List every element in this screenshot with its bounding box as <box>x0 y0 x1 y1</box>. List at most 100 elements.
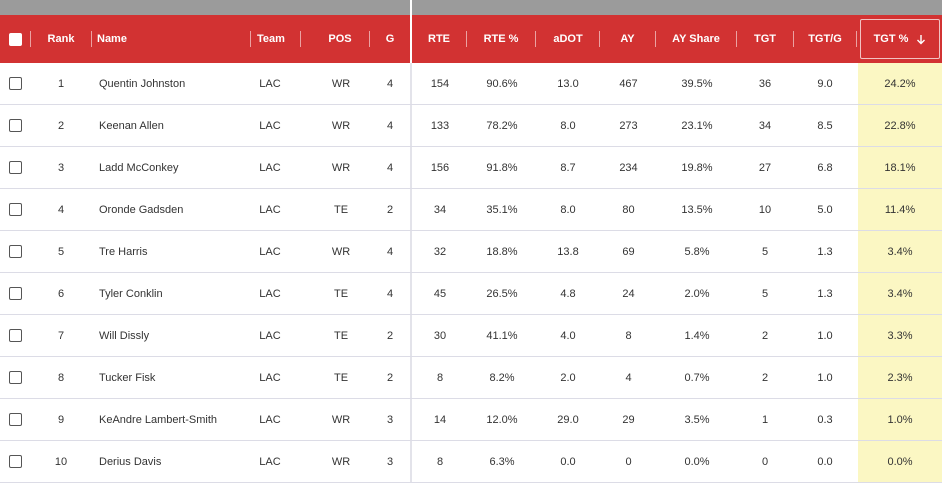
row-checkbox[interactable] <box>8 203 22 216</box>
row-checkbox[interactable] <box>8 413 22 426</box>
cell-team: LAC <box>259 413 281 426</box>
cell-g: 4 <box>386 245 394 258</box>
stats-table: Rank Name Team POS G RTE RTE % aDOT AY A… <box>0 15 942 483</box>
row-checkbox[interactable] <box>8 119 22 132</box>
cell-tgt-pct: 0.0% <box>858 441 942 482</box>
cell-pos: TE <box>333 203 349 216</box>
header-tgt-pct[interactable]: TGT % <box>860 19 940 59</box>
cell-rte: 34 <box>433 203 447 216</box>
cell-rte: 45 <box>433 287 447 300</box>
cell-name[interactable]: Ladd McConkey <box>99 161 179 174</box>
row-select-cell[interactable] <box>0 189 30 230</box>
row-checkbox[interactable] <box>8 287 22 300</box>
cell-ay-share: 3.5% <box>684 413 710 426</box>
header-team[interactable]: Team <box>257 33 285 45</box>
cell-name[interactable]: Tucker Fisk <box>99 371 156 384</box>
row-select-cell[interactable] <box>0 357 30 398</box>
cell-rte-pct: 78.2% <box>486 119 518 132</box>
cell-name[interactable]: Tre Harris <box>99 245 148 258</box>
cell-ay: 0 <box>625 455 632 468</box>
cell-adot: 0.0 <box>560 455 576 468</box>
cell-name[interactable]: Tyler Conklin <box>99 287 163 300</box>
table-row[interactable]: 1 Quentin Johnston LAC WR 4 154 90.6% 13.0 467 39… <box>0 63 942 105</box>
header-rte[interactable]: RTE <box>428 33 450 45</box>
select-all-checkbox[interactable] <box>8 32 22 46</box>
cell-pos: WR <box>331 77 351 90</box>
row-select-cell[interactable] <box>0 273 30 314</box>
row-checkbox[interactable] <box>8 77 22 90</box>
arrow-down-icon <box>916 34 926 45</box>
cell-g: 4 <box>386 161 394 174</box>
row-select-cell[interactable] <box>0 105 30 146</box>
cell-ay-share: 5.8% <box>684 245 710 258</box>
cell-ay: 24 <box>622 287 635 300</box>
row-select-cell[interactable] <box>0 147 30 188</box>
cell-pos: WR <box>331 455 351 468</box>
cell-rank: 2 <box>57 119 65 132</box>
cell-name[interactable]: Quentin Johnston <box>99 77 186 90</box>
cell-g: 4 <box>386 119 394 132</box>
row-select-cell[interactable] <box>0 399 30 440</box>
cell-tgt-g: 5.0 <box>817 203 833 216</box>
cell-name[interactable]: Keenan Allen <box>99 119 164 132</box>
cell-rank: 10 <box>54 455 68 468</box>
cell-tgt-pct: 18.1% <box>858 147 942 188</box>
row-checkbox[interactable] <box>8 245 22 258</box>
row-checkbox[interactable] <box>8 455 22 468</box>
row-checkbox[interactable] <box>8 371 22 384</box>
cell-ay: 80 <box>622 203 635 216</box>
row-select-cell[interactable] <box>0 441 30 482</box>
cell-tgt-g: 1.0 <box>817 329 833 342</box>
cell-pos: WR <box>331 161 351 174</box>
header-tgt-g[interactable]: TGT/G <box>808 33 842 45</box>
table-row[interactable]: 6 Tyler Conklin LAC TE 4 45 26.5% 4.8 24 2.0% 5 1.3… <box>0 273 942 315</box>
cell-adot: 8.0 <box>560 203 576 216</box>
cell-tgt: 1 <box>761 413 769 426</box>
header-adot[interactable]: aDOT <box>553 33 583 45</box>
cell-adot: 13.8 <box>557 245 579 258</box>
table-row[interactable]: 8 Tucker Fisk LAC TE 2 8 8.2% 2.0 4 0.7% 2 1.0 2.3% <box>0 357 942 399</box>
cell-name[interactable]: Derius Davis <box>99 455 162 468</box>
cell-tgt-g: 8.5 <box>817 119 833 132</box>
row-select-cell[interactable] <box>0 63 30 104</box>
row-checkbox[interactable] <box>8 161 22 174</box>
cell-name[interactable]: KeAndre Lambert-Smith <box>99 413 217 426</box>
table-row[interactable]: 5 Tre Harris LAC WR 4 32 18.8% 13.8 69 5.8% 5 1.3 3.… <box>0 231 942 273</box>
table-row[interactable]: 4 Oronde Gadsden LAC TE 2 34 35.1% 8.0 80 13.5% 10… <box>0 189 942 231</box>
header-ay-share[interactable]: AY Share <box>672 33 720 45</box>
header-rte-pct[interactable]: RTE % <box>483 33 519 45</box>
cell-team: LAC <box>259 119 281 132</box>
row-select-cell[interactable] <box>0 315 30 356</box>
cell-name[interactable]: Oronde Gadsden <box>99 203 184 216</box>
cell-adot: 29.0 <box>557 413 579 426</box>
table-row[interactable]: 9 KeAndre Lambert-Smith LAC WR 3 14 12.0% 29.0 2… <box>0 399 942 441</box>
cell-ay: 467 <box>619 77 638 90</box>
cell-tgt-g: 6.8 <box>817 161 833 174</box>
header-rank[interactable]: Rank <box>47 33 75 45</box>
row-select-cell[interactable] <box>0 231 30 272</box>
cell-ay: 234 <box>619 161 638 174</box>
cell-pos: TE <box>333 371 349 384</box>
cell-name[interactable]: Will Dissly <box>99 329 150 342</box>
cell-adot: 4.0 <box>560 329 576 342</box>
cell-adot: 8.7 <box>560 161 576 174</box>
table-row[interactable]: 10 Derius Davis LAC WR 3 8 6.3% 0.0 0 0.0% 0 0.0 0.0… <box>0 441 942 483</box>
cell-tgt-pct: 1.0% <box>858 399 942 440</box>
cell-team: LAC <box>259 455 281 468</box>
select-all-cell[interactable] <box>0 15 30 63</box>
header-pos[interactable]: POS <box>328 33 352 45</box>
header-g[interactable]: G <box>385 33 395 45</box>
cell-ay-share: 1.4% <box>684 329 710 342</box>
header-name[interactable]: Name <box>97 33 127 45</box>
cell-ay: 29 <box>622 413 635 426</box>
table-row[interactable]: 7 Will Dissly LAC TE 2 30 41.1% 4.0 8 1.4% 2 1.0 3.3… <box>0 315 942 357</box>
cell-rte: 14 <box>433 413 447 426</box>
header-tgt[interactable]: TGT <box>754 33 776 45</box>
table-row[interactable]: 3 Ladd McConkey LAC WR 4 156 91.8% 8.7 234 19.8% 2… <box>0 147 942 189</box>
cell-ay: 69 <box>622 245 635 258</box>
cell-g: 3 <box>386 455 394 468</box>
header-ay[interactable]: AY <box>620 33 635 45</box>
table-row[interactable]: 2 Keenan Allen LAC WR 4 133 78.2% 8.0 273 23.1% 34… <box>0 105 942 147</box>
row-checkbox[interactable] <box>8 329 22 342</box>
cell-ay-share: 23.1% <box>681 119 713 132</box>
